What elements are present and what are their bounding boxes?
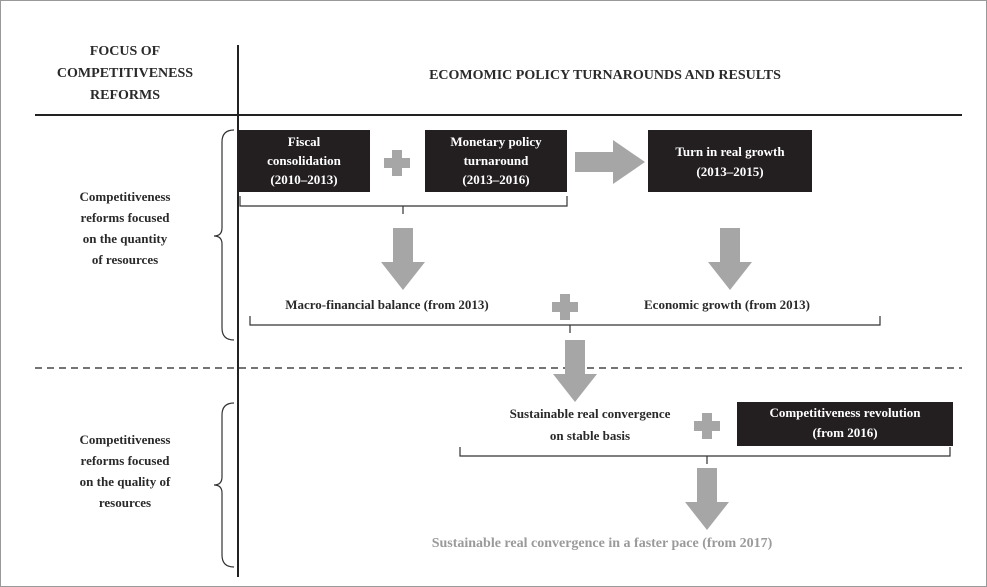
header-right: ECOMOMIC POLICY TURNAROUNDS AND RESULTS	[429, 68, 781, 83]
bracket	[459, 447, 951, 464]
header-left: REFORMS	[90, 88, 160, 103]
bracket	[239, 196, 568, 214]
row-label: reforms focused	[81, 210, 171, 225]
row-label: resources	[99, 495, 151, 510]
brace	[213, 129, 235, 341]
row-label: Competitiveness	[80, 189, 171, 204]
box-text: consolidation	[267, 153, 341, 168]
final-result: Sustainable real convergence in a faster…	[432, 536, 773, 551]
box-text: Fiscal	[288, 134, 321, 149]
box	[737, 402, 953, 446]
arrow-down	[685, 468, 729, 530]
box-text: (2013–2016)	[462, 172, 529, 187]
arrow-down	[553, 340, 597, 402]
plus	[384, 150, 410, 176]
convergence: on stable basis	[550, 428, 630, 443]
box-text: (2010–2013)	[270, 172, 337, 187]
result: Macro-financial balance (from 2013)	[285, 297, 489, 312]
arrow-right	[575, 140, 645, 184]
box-text: turnaround	[464, 153, 530, 168]
plus	[552, 294, 578, 320]
plus	[694, 413, 720, 439]
row-label: Competitiveness	[80, 432, 171, 447]
box-text: Competitiveness revolution	[769, 405, 921, 420]
row-label: reforms focused	[81, 453, 171, 468]
box-text: Turn in real growth	[675, 144, 785, 159]
header-left: COMPETITIVENESS	[57, 66, 193, 81]
box-text: Monetary policy	[450, 134, 542, 149]
row-label: on the quality of	[80, 474, 171, 489]
box	[238, 130, 370, 192]
row-label: on the quantity	[83, 231, 168, 246]
box-text: (2013–2015)	[696, 164, 763, 179]
brace	[213, 402, 235, 568]
bracket	[249, 316, 881, 333]
convergence: Sustainable real convergence	[510, 406, 671, 421]
row-label: of resources	[92, 252, 158, 267]
box-text: (from 2016)	[812, 425, 877, 440]
header-left: FOCUS OF	[90, 44, 160, 59]
result: Economic growth (from 2013)	[644, 297, 810, 312]
box	[425, 130, 567, 192]
arrow-down	[708, 228, 752, 290]
arrow-down	[381, 228, 425, 290]
box	[648, 130, 812, 192]
